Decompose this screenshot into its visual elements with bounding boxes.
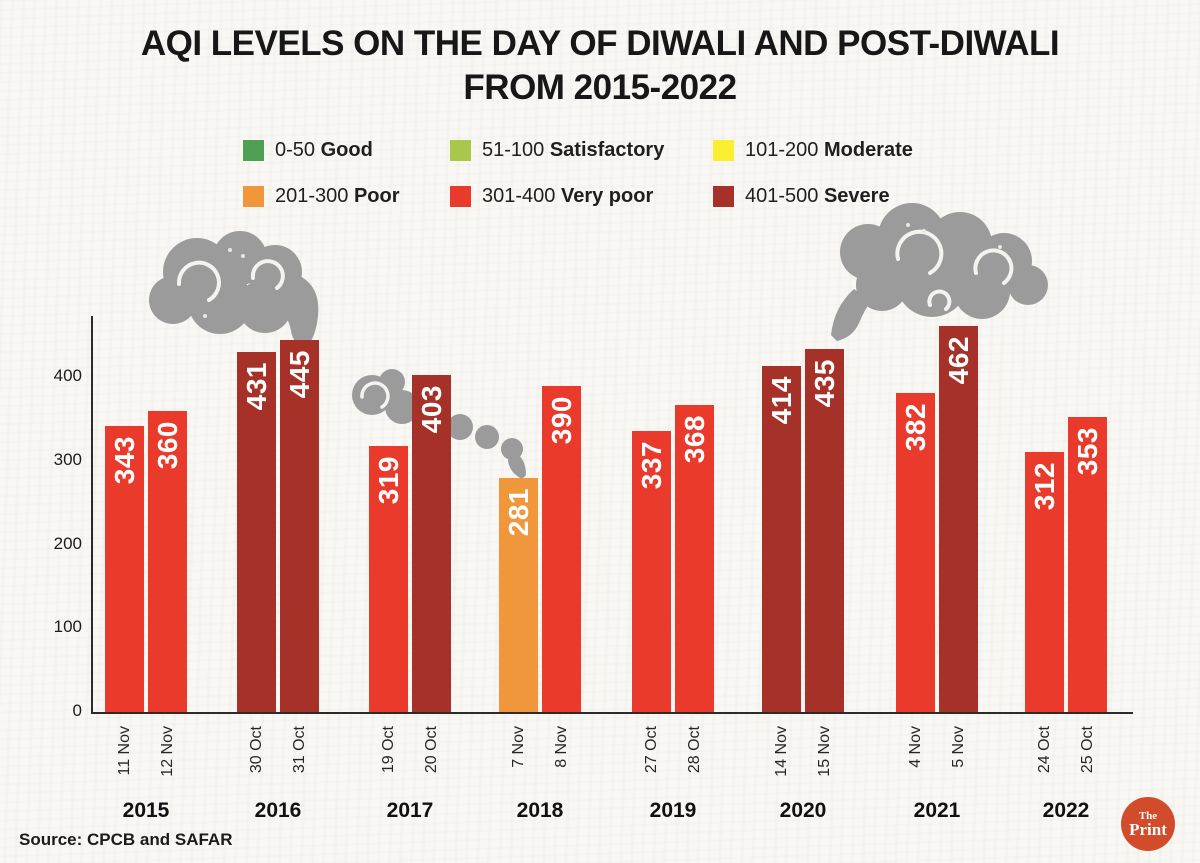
legend-label: 201-300 Poor xyxy=(275,184,400,207)
legend-item: 51-100 Satisfactory xyxy=(450,139,713,161)
x-axis-date-label: 31 Oct xyxy=(290,726,308,774)
bar: 353 xyxy=(1068,417,1107,713)
bar: 343 xyxy=(105,426,144,713)
x-axis-year-label: 2019 xyxy=(649,799,697,822)
x-axis-date-label: 25 Oct xyxy=(1078,726,1096,774)
legend-swatch xyxy=(450,185,471,207)
x-axis-date-label: 30 Oct xyxy=(247,726,265,774)
bar-value-label: 414 xyxy=(765,376,797,425)
bar: 360 xyxy=(148,411,187,713)
legend-label: 301-400 Very poor xyxy=(482,184,654,207)
bar: 281 xyxy=(499,478,538,713)
legend-label: 51-100 Satisfactory xyxy=(482,138,665,161)
bar: 435 xyxy=(805,349,844,713)
bar: 431 xyxy=(237,352,276,713)
chart-title-line2: FROM 2015-2022 xyxy=(463,68,737,107)
x-axis-year-label: 2018 xyxy=(516,799,564,822)
y-axis-tick-label: 0 xyxy=(72,701,82,720)
y-axis-tick-label: 100 xyxy=(53,617,82,637)
bar: 445 xyxy=(280,340,319,713)
legend-swatch xyxy=(450,139,471,161)
bar: 462 xyxy=(939,326,978,713)
x-axis-line xyxy=(91,712,1133,714)
smoke-cloud-icon xyxy=(831,203,1048,341)
legend-item: 301-400 Very poor xyxy=(450,185,713,207)
y-axis-line xyxy=(91,316,93,714)
bar-value-label: 403 xyxy=(415,385,447,434)
legend-label: 401-500 Severe xyxy=(745,184,890,207)
bar: 414 xyxy=(762,366,801,713)
chart-title-line1: AQI LEVELS ON THE DAY OF DIWALI AND POST… xyxy=(140,24,1060,63)
legend-swatch xyxy=(713,185,734,207)
bar-value-label: 337 xyxy=(635,441,667,490)
x-axis-date-label: 12 Nov xyxy=(158,726,176,777)
logo-text-print: Print xyxy=(1129,819,1167,839)
legend-swatch xyxy=(243,185,264,207)
bar: 368 xyxy=(675,405,714,713)
x-axis-date-label: 5 Nov xyxy=(949,726,967,768)
legend-swatch xyxy=(243,139,264,161)
logo-text-the: The xyxy=(1138,809,1158,822)
x-axis-date-label: 19 Oct xyxy=(379,726,397,774)
legend-item: 201-300 Poor xyxy=(243,185,450,207)
legend: 0-50 Good 51-100 Satisfactory 101-200 Mode… xyxy=(243,139,913,207)
bar-value-label: 360 xyxy=(151,421,183,470)
bar-value-label: 382 xyxy=(899,403,931,452)
x-axis-year-label: 2016 xyxy=(254,799,302,822)
theprint-logo: The Print xyxy=(1121,797,1175,851)
bar-value-label: 281 xyxy=(502,488,534,537)
x-axis-date-label: 11 Nov xyxy=(115,726,133,776)
bar-value-label: 431 xyxy=(240,362,272,411)
x-axis-date-label: 20 Oct xyxy=(422,726,440,774)
x-axis-date-label: 8 Nov xyxy=(552,726,570,768)
x-axis-date-label: 14 Nov xyxy=(772,726,790,777)
x-axis-year-label: 2017 xyxy=(386,799,434,822)
legend-item: 101-200 Moderate xyxy=(713,139,913,161)
bar: 403 xyxy=(412,375,451,713)
y-axis-tick-label: 400 xyxy=(53,366,82,385)
x-axis-date-label: 4 Nov xyxy=(906,726,924,768)
x-axis-year-label: 2022 xyxy=(1042,799,1090,822)
legend-item: 0-50 Good xyxy=(243,139,450,161)
x-axis-year-label: 2021 xyxy=(913,799,961,822)
source-note: Source: CPCB and SAFAR xyxy=(19,830,233,849)
x-axis-date-label: 28 Oct xyxy=(685,726,703,774)
bar-value-label: 343 xyxy=(108,436,140,485)
legend-label: 101-200 Moderate xyxy=(745,138,913,161)
bar-value-label: 445 xyxy=(283,350,315,399)
bar-value-label: 462 xyxy=(942,336,974,385)
smoke-cloud-icon xyxy=(149,231,319,347)
y-axis-tick-label: 200 xyxy=(53,533,82,553)
bar: 382 xyxy=(896,393,935,713)
bar: 312 xyxy=(1025,452,1064,713)
x-axis-date-label: 7 Nov xyxy=(509,726,527,768)
x-axis-date-label: 15 Nov xyxy=(815,726,833,777)
bar-value-label: 319 xyxy=(372,456,404,505)
bar-value-label: 435 xyxy=(808,359,840,408)
bar: 337 xyxy=(632,431,671,713)
bar-value-label: 368 xyxy=(678,415,710,464)
bar-value-label: 353 xyxy=(1071,427,1103,476)
y-axis-tick-label: 300 xyxy=(53,449,82,469)
chart-title: AQI LEVELS ON THE DAY OF DIWALI AND POST… xyxy=(0,22,1200,110)
bar: 319 xyxy=(369,446,408,713)
x-axis-date-label: 24 Oct xyxy=(1035,726,1053,774)
x-axis-year-label: 2020 xyxy=(779,799,827,822)
bar-value-label: 390 xyxy=(545,396,577,445)
bar-value-label: 312 xyxy=(1028,462,1060,511)
legend-swatch xyxy=(713,139,734,161)
x-axis-date-label: 27 Oct xyxy=(642,726,660,774)
legend-item: 401-500 Severe xyxy=(713,185,913,207)
legend-label: 0-50 Good xyxy=(275,138,373,161)
bar: 390 xyxy=(542,386,581,713)
x-axis-year-label: 2015 xyxy=(122,799,170,822)
